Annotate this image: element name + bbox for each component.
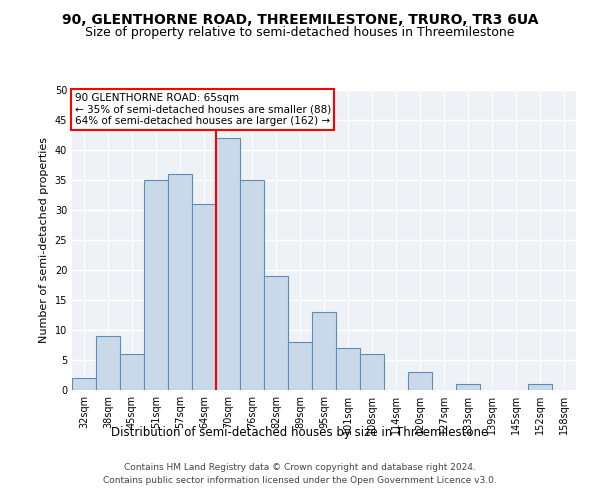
Text: 90 GLENTHORNE ROAD: 65sqm
← 35% of semi-detached houses are smaller (88)
64% of : 90 GLENTHORNE ROAD: 65sqm ← 35% of semi-… xyxy=(74,93,331,126)
Y-axis label: Number of semi-detached properties: Number of semi-detached properties xyxy=(39,137,49,343)
Bar xyxy=(96,336,120,390)
Bar xyxy=(264,276,288,390)
Bar xyxy=(360,354,384,390)
Bar xyxy=(408,372,432,390)
Bar xyxy=(528,384,552,390)
Text: Distribution of semi-detached houses by size in Threemilestone: Distribution of semi-detached houses by … xyxy=(112,426,488,439)
Bar xyxy=(456,384,480,390)
Text: Size of property relative to semi-detached houses in Threemilestone: Size of property relative to semi-detach… xyxy=(85,26,515,39)
Text: Contains public sector information licensed under the Open Government Licence v3: Contains public sector information licen… xyxy=(103,476,497,485)
Text: 90, GLENTHORNE ROAD, THREEMILESTONE, TRURO, TR3 6UA: 90, GLENTHORNE ROAD, THREEMILESTONE, TRU… xyxy=(62,12,538,26)
Bar xyxy=(144,180,168,390)
Bar xyxy=(336,348,360,390)
Bar xyxy=(240,180,264,390)
Bar xyxy=(312,312,336,390)
Bar xyxy=(192,204,216,390)
Text: Contains HM Land Registry data © Crown copyright and database right 2024.: Contains HM Land Registry data © Crown c… xyxy=(124,464,476,472)
Bar xyxy=(168,174,192,390)
Bar xyxy=(288,342,312,390)
Bar xyxy=(72,378,96,390)
Bar xyxy=(216,138,240,390)
Bar xyxy=(120,354,144,390)
